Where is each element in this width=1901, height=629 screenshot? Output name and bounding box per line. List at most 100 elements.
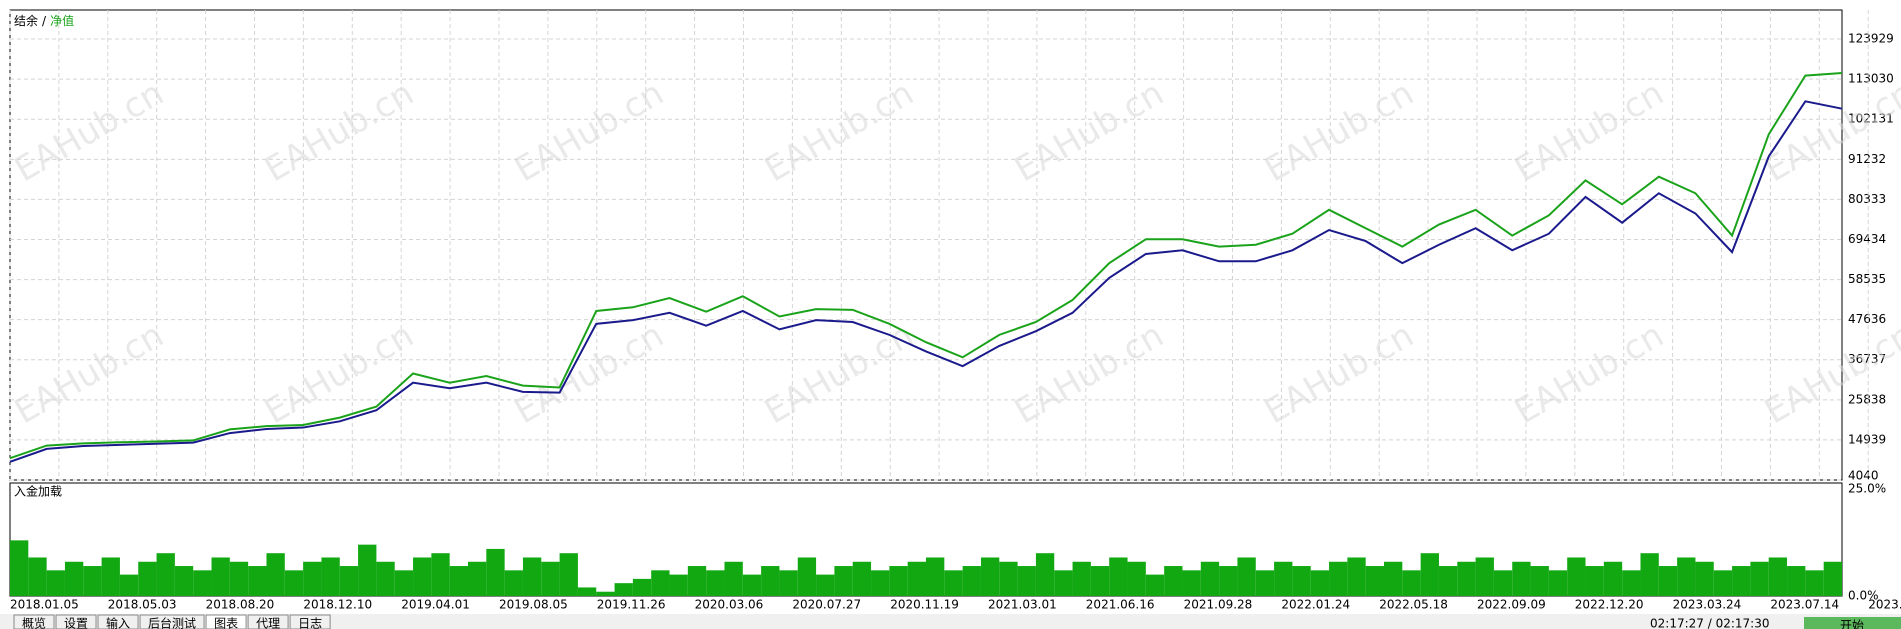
tab-border[interactable]: [97, 614, 139, 629]
bar: [1072, 561, 1091, 596]
plot: [9, 72, 1843, 596]
y-tick-label: 80333: [1848, 192, 1886, 206]
tab-border[interactable]: [13, 614, 55, 629]
bar: [669, 574, 688, 596]
bar: [174, 566, 194, 596]
bar: [1109, 557, 1128, 596]
tab[interactable]: 图表: [214, 617, 238, 629]
bar: [632, 578, 652, 596]
tab-border[interactable]: [205, 614, 247, 629]
bar: [1237, 557, 1256, 596]
bar: [1585, 566, 1604, 596]
tab-bar: [0, 614, 1901, 629]
panel-title: 入金加载: [14, 484, 62, 499]
x-tick-label: 2021.09.28: [1184, 598, 1253, 612]
bar: [706, 570, 725, 596]
bar: [1384, 561, 1403, 596]
y-tick-label: 123929: [1848, 32, 1894, 46]
bar: [486, 548, 505, 596]
bar: [119, 574, 139, 596]
tab-border[interactable]: [55, 614, 97, 629]
bar: [614, 583, 633, 596]
bar: [1658, 566, 1678, 596]
bar: [504, 570, 523, 596]
x-tick-label: 2022.01.24: [1281, 598, 1350, 612]
tab[interactable]: 设置: [64, 617, 88, 629]
x-tick-label: 2021.06.16: [1086, 598, 1155, 612]
bar: [193, 570, 212, 596]
bar: [724, 561, 743, 596]
y-tick-label: 25838: [1848, 392, 1886, 406]
bar: [376, 561, 395, 596]
main-panel: [9, 9, 1843, 481]
bar: [1365, 566, 1384, 596]
bar: [559, 553, 578, 596]
bar: [156, 553, 175, 596]
bar: [816, 574, 835, 596]
bar: [1512, 561, 1531, 596]
x-tick-label: 2020.07.27: [792, 598, 861, 612]
bar: [651, 570, 670, 596]
x-tick-label: 2018.08.20: [206, 598, 275, 612]
bar: [962, 566, 981, 596]
tab-border[interactable]: [247, 614, 289, 629]
tabs: 概览 设置 输入 后台测试 图表 代理 日志: [13, 614, 331, 629]
tab[interactable]: 日志: [298, 617, 322, 629]
bar: [211, 557, 230, 596]
bar: [321, 557, 340, 596]
bar: [64, 561, 84, 596]
bar: [1622, 570, 1641, 596]
bar: [10, 540, 29, 596]
x-tick-label: 2022.12.20: [1575, 598, 1644, 612]
bar: [248, 566, 267, 596]
bar: [1200, 561, 1220, 596]
tab[interactable]: 后台测试: [148, 616, 196, 629]
start-button[interactable]: [1804, 617, 1901, 629]
x-tick-label: 2019.11.26: [597, 598, 666, 612]
bar: [999, 561, 1018, 596]
bar: [761, 566, 780, 596]
y-tick-label: 25.0%: [1848, 482, 1886, 496]
bar: [871, 570, 890, 596]
legend-separator: /: [42, 14, 47, 28]
legend-equity: 净值: [50, 13, 74, 28]
bar: [266, 553, 285, 596]
x-tick-label: 2022.09.09: [1477, 598, 1546, 612]
tab[interactable]: 概览: [22, 616, 46, 629]
bar: [303, 561, 322, 596]
legend-balance: 结余: [14, 13, 38, 28]
bar: [541, 561, 560, 596]
x-tick-label: 2018.05.03: [108, 598, 177, 612]
start-button-label[interactable]: 开始: [1840, 619, 1864, 629]
bar: [907, 561, 926, 596]
bar: [358, 544, 377, 596]
bar: [797, 557, 817, 596]
bar: [1750, 561, 1769, 596]
bar: [779, 570, 798, 596]
tab[interactable]: 代理: [256, 617, 280, 629]
x-tick-label: 2021.03.01: [988, 598, 1057, 612]
bar: [1219, 566, 1238, 596]
bar: [394, 570, 414, 596]
x-tick-label: 2022.05.18: [1379, 598, 1448, 612]
series-line: [9, 72, 1843, 460]
tab-border[interactable]: [139, 614, 205, 629]
bar: [1310, 570, 1330, 596]
y-tick-label: 14939: [1848, 432, 1886, 446]
legend: 结余 / 净值: [14, 13, 74, 28]
x-tick-label: 2020.11.19: [890, 598, 959, 612]
y-tick-label: 47636: [1848, 312, 1886, 326]
bar: [1603, 561, 1623, 596]
bar: [1035, 553, 1055, 596]
y-tick-label: 102131: [1848, 112, 1894, 126]
bar: [431, 553, 450, 596]
tab[interactable]: 输入: [106, 616, 130, 629]
y-tick-label: 36737: [1848, 352, 1886, 366]
bar: [1182, 570, 1201, 596]
bar: [742, 574, 762, 596]
bar: [229, 561, 249, 596]
grid: 4040 14939 25838 36737 47636 58535 69434 80333 9…: [9, 10, 1901, 612]
tab-border[interactable]: [289, 614, 331, 629]
y-tick-label: 113030: [1848, 72, 1894, 86]
